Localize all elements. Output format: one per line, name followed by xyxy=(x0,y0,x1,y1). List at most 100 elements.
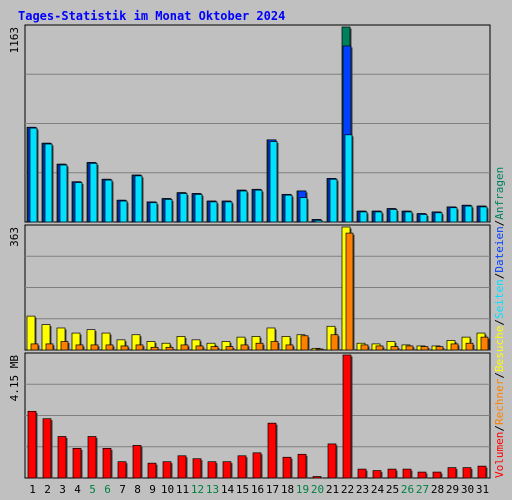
legend-separator: / xyxy=(493,220,506,227)
bar-seiten xyxy=(389,209,398,223)
bar-rechner xyxy=(480,336,489,351)
day-label: 16 xyxy=(251,483,264,496)
bar-rechner xyxy=(285,344,294,351)
bar-volumen xyxy=(312,476,322,479)
bar-seiten xyxy=(104,179,113,223)
day-label: 12 xyxy=(191,483,204,496)
day-label: 21 xyxy=(326,483,339,496)
day-label: 29 xyxy=(446,483,459,496)
bar-rechner xyxy=(450,343,459,351)
bar-seiten xyxy=(29,127,38,223)
day-label: 20 xyxy=(311,483,324,496)
legend-separator: / xyxy=(493,273,506,280)
bar-volumen xyxy=(417,471,427,479)
legend-item-seiten: Seiten xyxy=(493,279,506,319)
day-label: 15 xyxy=(236,483,249,496)
bar-seiten xyxy=(44,143,53,223)
legend-item-rechner: Rechner xyxy=(493,378,506,425)
bar-volumen xyxy=(57,436,67,479)
right-legend: Volumen/Rechner/Besuche/Seiten/Dateien/A… xyxy=(493,167,506,478)
bar-volumen xyxy=(132,445,142,479)
bar-volumen xyxy=(357,468,367,479)
bar-volumen xyxy=(342,354,352,479)
bar-volumen xyxy=(42,418,52,479)
bar-rechner xyxy=(405,345,414,351)
bar-rechner xyxy=(45,343,54,351)
bar-seiten xyxy=(359,211,368,223)
bar-seiten xyxy=(269,141,278,223)
day-label: 27 xyxy=(416,483,429,496)
day-label: 18 xyxy=(281,483,294,496)
day-label: 14 xyxy=(221,483,235,496)
bar-volumen xyxy=(72,448,82,479)
bar-seiten xyxy=(74,182,83,223)
bar-volumen xyxy=(477,465,487,479)
bar-volumen xyxy=(192,458,202,479)
bar-seiten xyxy=(254,189,263,223)
bar-volumen xyxy=(387,468,397,479)
bar-volumen xyxy=(87,436,97,479)
bar-rechner xyxy=(315,348,324,351)
y-max-label-hits: 1163 xyxy=(8,27,21,54)
day-label: 28 xyxy=(431,483,444,496)
bar-seiten xyxy=(194,193,203,223)
y-max-label-volume: 4.15 MB xyxy=(8,355,21,402)
bar-volumen xyxy=(102,448,112,479)
bar-rechner xyxy=(255,342,264,351)
legend-item-dateien: Dateien xyxy=(493,226,506,272)
day-label: 1 xyxy=(29,483,36,496)
day-label: 10 xyxy=(161,483,174,496)
bar-rechner xyxy=(105,344,114,351)
bar-volumen xyxy=(462,467,472,479)
bar-volumen xyxy=(27,410,37,479)
bar-rechner xyxy=(300,335,309,351)
bar-rechner xyxy=(180,344,189,351)
bar-seiten xyxy=(344,134,353,223)
bar-seiten xyxy=(434,212,443,223)
legend-item-anfragen: Anfragen xyxy=(493,167,506,220)
legend-separator: / xyxy=(493,425,506,432)
bar-volumen xyxy=(282,456,292,479)
bar-volumen xyxy=(297,453,307,479)
bar-volumen xyxy=(372,470,382,479)
bar-rechner xyxy=(195,345,204,351)
legend-separator: / xyxy=(493,372,506,379)
bar-volumen xyxy=(252,452,262,479)
bar-seiten xyxy=(419,214,428,223)
day-label: 5 xyxy=(89,483,96,496)
bar-seiten xyxy=(464,205,473,223)
day-label: 2 xyxy=(44,483,51,496)
bar-seiten xyxy=(479,206,488,223)
bar-volumen xyxy=(402,468,412,479)
bar-volumen xyxy=(432,471,442,479)
day-label: 8 xyxy=(134,483,141,496)
bar-rechner xyxy=(465,342,474,351)
bar-rechner xyxy=(165,346,174,351)
legend-item-besuche: Besuche xyxy=(493,326,506,372)
bar-rechner xyxy=(390,346,399,351)
bar-rechner xyxy=(30,343,39,351)
legend-item-volumen: Volumen xyxy=(493,432,506,478)
bar-rechner xyxy=(435,346,444,351)
bar-volumen xyxy=(177,455,187,479)
day-label: 6 xyxy=(104,483,111,496)
bar-seiten xyxy=(239,190,248,223)
bar-seiten xyxy=(329,178,338,223)
day-label: 30 xyxy=(461,483,474,496)
day-label: 17 xyxy=(266,483,279,496)
bar-seiten xyxy=(119,200,128,223)
bar-rechner xyxy=(225,346,234,351)
day-label: 26 xyxy=(401,483,414,496)
bar-volumen xyxy=(237,455,247,479)
bar-rechner xyxy=(375,345,384,351)
bar-seiten xyxy=(224,201,233,223)
bar-seiten xyxy=(134,175,143,223)
bar-volumen xyxy=(327,443,337,479)
bar-rechner xyxy=(270,341,279,351)
bar-volumen xyxy=(207,461,217,479)
bar-seiten xyxy=(149,202,158,223)
bar-seiten xyxy=(209,201,218,223)
bar-rechner xyxy=(135,344,144,351)
bar-volumen xyxy=(147,462,157,479)
